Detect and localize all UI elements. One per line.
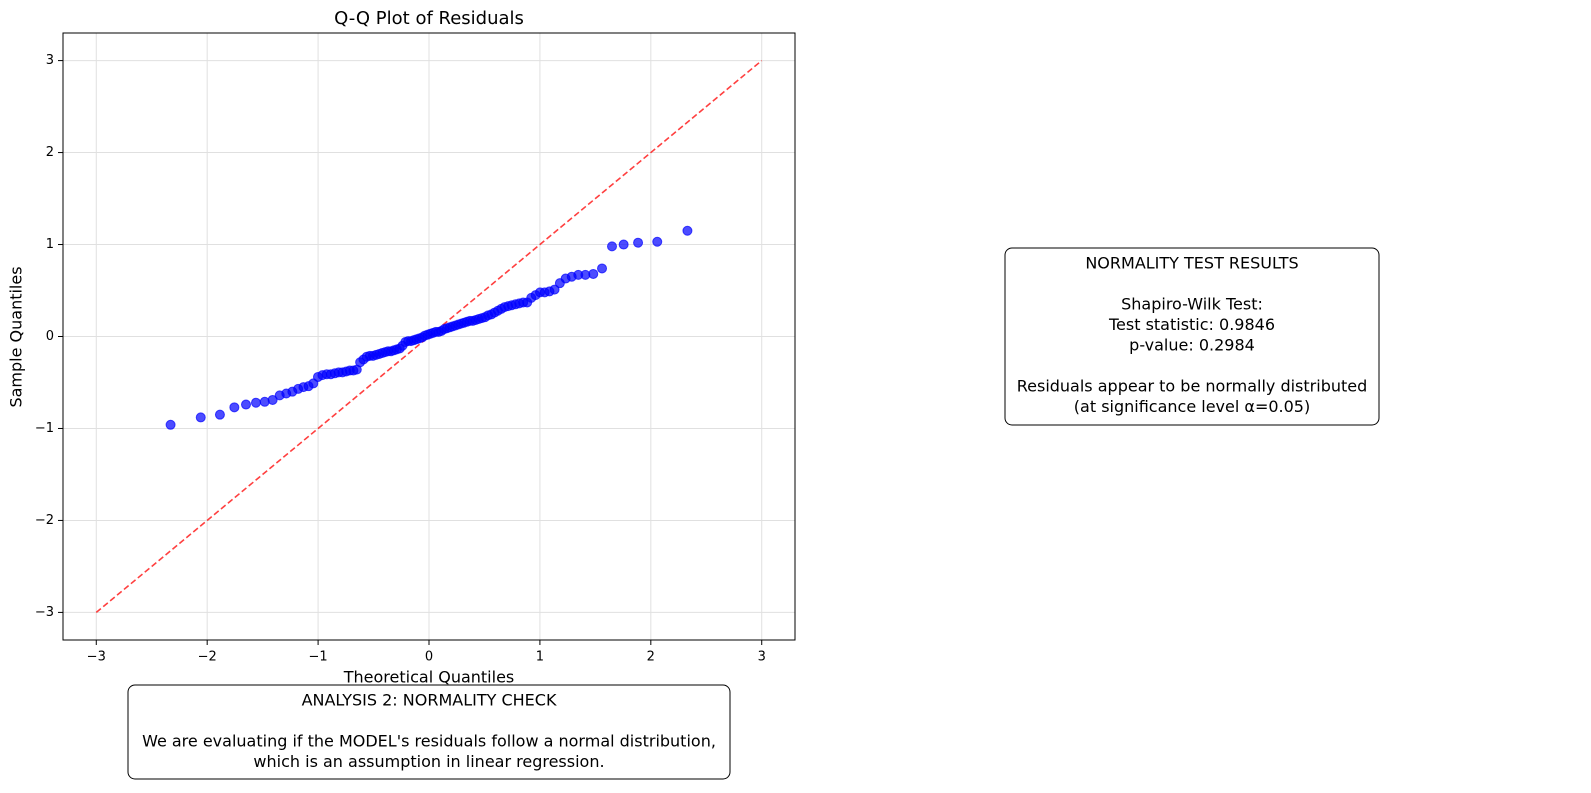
point [652,236,663,247]
point [165,419,176,430]
y-axis-label: Sample Quantiles [7,266,26,407]
point [195,412,206,423]
point [597,263,608,274]
x-tick-label: 3 [758,650,766,665]
point [241,399,251,410]
point [618,239,629,250]
annotation-text: We are evaluating if the MODEL's residua… [142,732,716,751]
point [607,241,617,252]
annotation-text: ANALYSIS 2: NORMALITY CHECK [302,691,557,710]
annotation-text: Shapiro-Wilk Test: [1121,295,1263,314]
annotation-box [127,684,731,780]
point [588,268,599,279]
y-tick-label: −2 [35,513,54,528]
plot-frame [62,32,796,641]
x-axis-label: Theoretical Quantiles [343,668,515,687]
annotation-text: (at significance level α=0.05) [1074,397,1310,416]
annotation-text: which is an assumption in linear regress… [253,752,604,771]
point [229,402,240,413]
point [267,394,278,405]
y-tick-label: 3 [46,53,54,68]
point [250,397,261,408]
annotation-text: p-value: 0.2984 [1129,336,1255,355]
x-tick-label: 2 [647,650,655,665]
point [549,284,560,295]
point [682,225,693,236]
y-tick-label: 0 [46,329,54,344]
x-tick-label: 1 [536,650,544,665]
y-tick-label: −3 [35,605,54,620]
x-tick-label: −2 [198,650,217,665]
y-tick-label: 2 [46,145,54,160]
x-tick-label: −3 [87,650,106,665]
point [214,409,225,420]
point [633,237,644,248]
annotation-text: Test statistic: 0.9846 [1108,315,1275,334]
y-tick-label: −1 [35,421,54,436]
x-tick-label: 0 [425,650,433,665]
y-tick-label: 1 [46,237,54,252]
chart-title: Q-Q Plot of Residuals [334,8,524,29]
annotation-box [1004,247,1380,426]
annotation-text: NORMALITY TEST RESULTS [1085,254,1298,273]
annotation-text: Residuals appear to be normally distribu… [1017,377,1368,396]
x-tick-label: −1 [309,650,328,665]
